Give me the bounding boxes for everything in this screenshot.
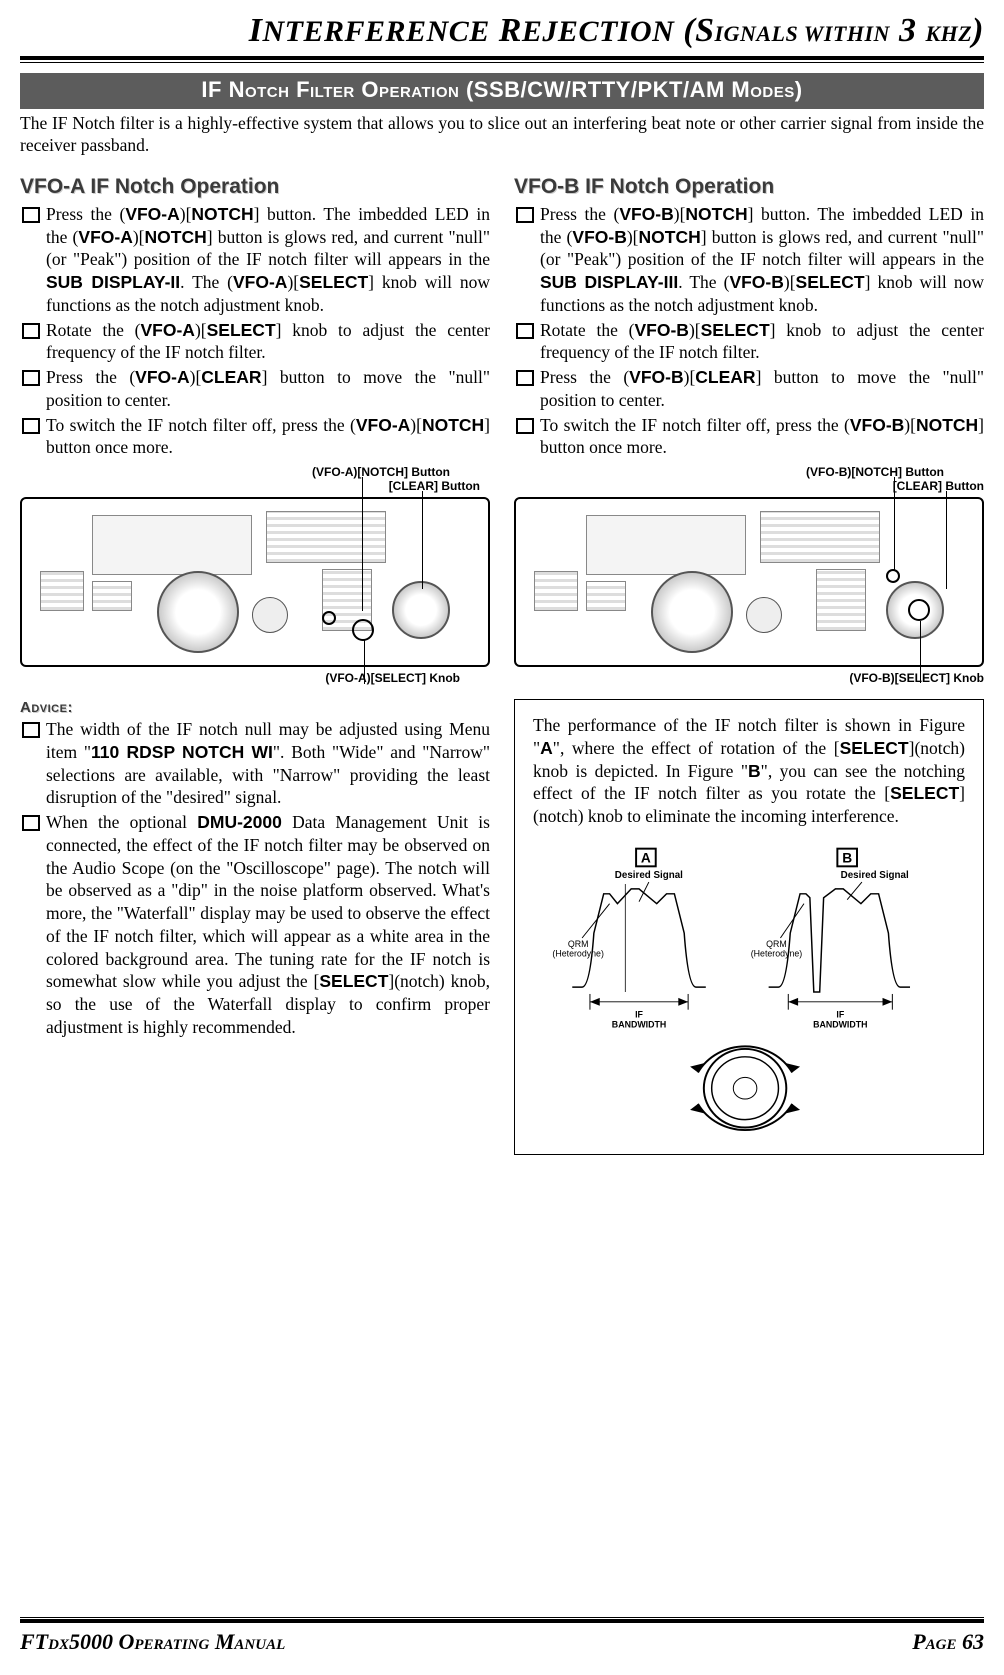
advice-item: The width of the IF notch null may be ad… — [20, 718, 490, 809]
vfob-step: Press the (VFO-B)[CLEAR] button to move … — [514, 366, 984, 412]
page-title: INTERFERENCE REJECTION (SIGNALS WITHIN 3… — [20, 12, 984, 50]
svg-text:Desired Signal: Desired Signal — [841, 870, 909, 881]
info-box-text: The performance of the IF notch filter i… — [533, 714, 965, 828]
right-column: VFO-B IF Notch Operation Press the (VFO-… — [514, 175, 984, 1155]
advice-list: The width of the IF notch null may be ad… — [20, 718, 490, 1039]
advice-item: When the optional DMU-2000 Data Manageme… — [20, 811, 490, 1039]
radio-diagram-b — [514, 497, 984, 667]
svg-text:IF: IF — [635, 1009, 643, 1019]
vfoa-step: Rotate the (VFO-A)[SELECT] knob to adjus… — [20, 319, 490, 365]
svg-text:BANDWIDTH: BANDWIDTH — [813, 1019, 867, 1029]
vfob-steps: Press the (VFO-B)[NOTCH] button. The imb… — [514, 203, 984, 459]
footer-rule-thick — [20, 1619, 984, 1623]
vfoa-step: Press the (VFO-A)[NOTCH] button. The imb… — [20, 203, 490, 317]
page-footer: FTdx5000 Operating Manual Page 63 — [20, 1617, 984, 1655]
vfoa-clear-label: [CLEAR] Button — [389, 479, 480, 493]
vfob-heading: VFO-B IF Notch Operation — [514, 175, 984, 199]
svg-text:BANDWIDTH: BANDWIDTH — [612, 1019, 666, 1029]
section-header: IF Notch Filter Operation (SSB/CW/RTTY/P… — [20, 73, 984, 109]
intro-text: The IF Notch filter is a highly-effectiv… — [20, 113, 984, 157]
vfoa-steps: Press the (VFO-A)[NOTCH] button. The imb… — [20, 203, 490, 459]
title-rule-thin — [20, 62, 984, 63]
vfoa-step: Press the (VFO-A)[CLEAR] button to move … — [20, 366, 490, 412]
advice-heading: Advice: — [20, 699, 490, 716]
info-box: The performance of the IF notch filter i… — [514, 699, 984, 1155]
radio-diagram-a — [20, 497, 490, 667]
vfob-clear-label: [CLEAR] Button — [893, 479, 984, 493]
vfob-step: Rotate the (VFO-B)[SELECT] knob to adjus… — [514, 319, 984, 365]
vfoa-heading: VFO-A IF Notch Operation — [20, 175, 490, 199]
svg-text:Desired Signal: Desired Signal — [615, 870, 683, 881]
vfob-step: To switch the IF notch filter off, press… — [514, 414, 984, 460]
vfoa-select-label: (VFO-A)[SELECT] Knob — [20, 671, 490, 685]
svg-text:(Heterodyne): (Heterodyne) — [552, 948, 604, 958]
svg-text:QRM: QRM — [568, 939, 589, 949]
diagram-label-b: B — [842, 850, 852, 865]
svg-text:QRM: QRM — [766, 939, 787, 949]
footer-left: FTdx5000 Operating Manual — [20, 1629, 285, 1655]
footer-rule-thin — [20, 1617, 984, 1618]
filter-diagram: A Desired Signal QRM (Heterodyne) — [533, 842, 965, 1142]
title-rule-thick — [20, 56, 984, 60]
footer-right: Page 63 — [912, 1629, 984, 1655]
vfob-notch-label: (VFO-B)[NOTCH] Button — [806, 465, 944, 479]
diagram-label-a: A — [641, 850, 651, 865]
vfoa-notch-label: (VFO-A)[NOTCH] Button — [312, 465, 450, 479]
left-column: VFO-A IF Notch Operation Press the (VFO-… — [20, 175, 490, 1155]
vfob-step: Press the (VFO-B)[NOTCH] button. The imb… — [514, 203, 984, 317]
svg-text:(Heterodyne): (Heterodyne) — [751, 948, 803, 958]
vfoa-step: To switch the IF notch filter off, press… — [20, 414, 490, 460]
vfob-select-label: (VFO-B)[SELECT] Knob — [514, 671, 984, 685]
svg-text:IF: IF — [836, 1009, 844, 1019]
